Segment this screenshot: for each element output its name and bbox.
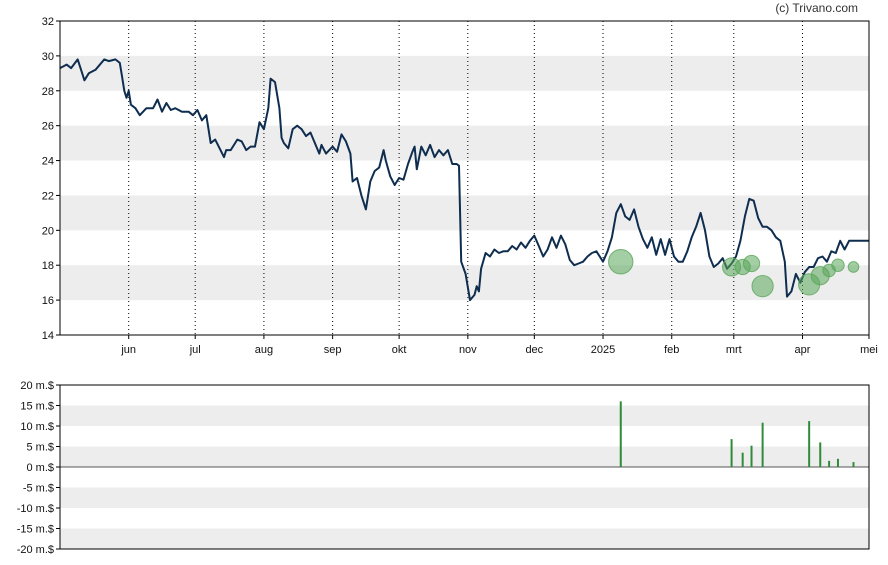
- transaction-bubble: [751, 275, 774, 298]
- x-tick-label: jul: [189, 344, 201, 356]
- price-y-tick-label: 16: [42, 295, 54, 307]
- transaction-bubble: [831, 258, 845, 272]
- volume-y-tick-label: 0 m.$: [26, 462, 54, 474]
- x-tick-label: mei: [860, 344, 878, 356]
- volume-y-tick-label: 10 m.$: [20, 421, 54, 433]
- x-tick-label: aug: [255, 344, 273, 356]
- volume-grid-band: [60, 487, 869, 508]
- x-tick-label: dec: [525, 344, 543, 356]
- price-y-tick-label: 24: [42, 156, 54, 168]
- price-line: [59, 58, 869, 302]
- price-grid-band: [60, 55, 869, 91]
- price-plot-frame: [59, 20, 870, 336]
- volume-y-tick-label: 5 m.$: [26, 442, 54, 454]
- price-y-tick-label: 32: [42, 16, 54, 28]
- volume-y-tick-label: -5 m.$: [23, 483, 54, 495]
- x-tick-label: nov: [459, 344, 477, 356]
- price-y-tick-label: 18: [42, 260, 54, 272]
- transaction-bubble: [742, 254, 761, 273]
- volume-grid-band: [60, 528, 869, 549]
- price-y-tick-label: 20: [42, 225, 54, 237]
- volume-grid-band: [60, 446, 869, 467]
- price-y-tick-label: 28: [42, 86, 54, 98]
- transaction-bubble: [608, 249, 634, 275]
- price-y-tick-label: 26: [42, 121, 54, 133]
- x-tick-label: 2025: [591, 344, 615, 356]
- price-grid-band: [60, 195, 869, 231]
- volume-y-tick-label: -15 m.$: [17, 524, 54, 536]
- price-y-tick-label: 14: [42, 330, 54, 342]
- x-tick-label: jun: [120, 344, 136, 356]
- price-y-tick-label: 22: [42, 190, 54, 202]
- credit-label: (c) Trivano.com: [775, 1, 858, 15]
- transaction-bubble: [847, 261, 860, 273]
- price-y-tick-label: 30: [42, 51, 54, 63]
- volume-grid-band: [60, 405, 869, 426]
- x-tick-label: apr: [795, 344, 811, 356]
- volume-y-tick-label: -20 m.$: [17, 544, 54, 556]
- volume-plot-frame: [59, 384, 870, 550]
- x-tick-label: mrt: [726, 344, 742, 356]
- volume-y-tick-label: 15 m.$: [20, 401, 54, 413]
- volume-y-tick-label: 20 m.$: [20, 380, 54, 392]
- x-tick-label: okt: [392, 344, 407, 356]
- price-grid-band: [60, 125, 869, 161]
- volume-y-tick-label: -10 m.$: [17, 503, 54, 515]
- x-tick-label: feb: [664, 344, 679, 356]
- x-tick-label: sep: [324, 344, 342, 356]
